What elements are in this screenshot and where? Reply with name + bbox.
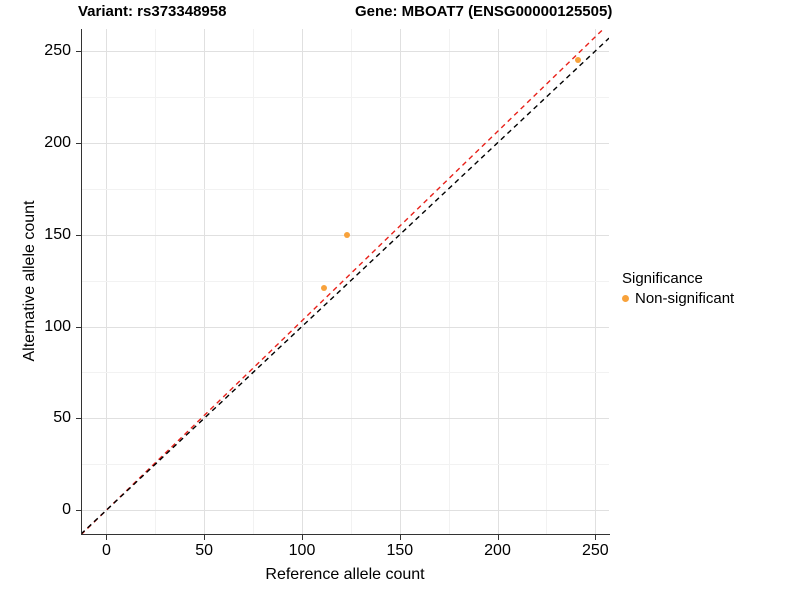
gridline-horizontal bbox=[81, 372, 609, 374]
y-tick-label: 150 bbox=[44, 225, 71, 243]
y-tick-label: 200 bbox=[44, 133, 71, 151]
x-tick-mark bbox=[399, 535, 401, 540]
plot-panel bbox=[81, 29, 609, 534]
x-tick-label: 150 bbox=[386, 542, 414, 559]
x-tick-mark bbox=[497, 535, 499, 540]
gridline-horizontal bbox=[81, 280, 609, 282]
identity-line bbox=[81, 37, 609, 534]
y-tick-mark bbox=[76, 142, 81, 144]
variant-title: Variant: rs373348958 bbox=[78, 3, 227, 20]
gridline-horizontal bbox=[81, 188, 609, 190]
x-tick-label: 100 bbox=[288, 542, 316, 559]
gridline-horizontal bbox=[81, 51, 609, 52]
y-axis-line bbox=[81, 29, 82, 535]
data-point[interactable] bbox=[344, 231, 350, 238]
y-tick-mark bbox=[76, 326, 81, 328]
y-tick-mark bbox=[76, 418, 81, 420]
y-tick-label: 100 bbox=[44, 317, 71, 335]
gene-title: Gene: MBOAT7 (ENSG00000125505) bbox=[355, 3, 613, 20]
data-point[interactable] bbox=[320, 284, 327, 291]
legend-item[interactable]: Non-significant bbox=[622, 290, 797, 307]
legend: Significance Non-significant bbox=[622, 270, 797, 307]
data-point[interactable] bbox=[574, 57, 581, 64]
x-tick-label: 250 bbox=[581, 542, 609, 559]
x-tick-mark bbox=[302, 535, 303, 540]
gridline-horizontal bbox=[81, 326, 609, 328]
legend-entries: Non-significant bbox=[622, 290, 797, 307]
legend-item-label: Non-significant bbox=[635, 290, 735, 307]
gridline-horizontal bbox=[81, 510, 609, 512]
y-tick-mark bbox=[76, 234, 81, 236]
gridline-horizontal bbox=[81, 142, 609, 144]
y-tick-label: 0 bbox=[62, 501, 71, 519]
y-tick-mark bbox=[76, 510, 81, 512]
legend-title: Significance bbox=[622, 270, 703, 287]
x-tick-mark bbox=[204, 535, 206, 540]
legend-marker-icon bbox=[622, 295, 629, 302]
gridline-horizontal bbox=[81, 96, 609, 98]
x-tick-label: 0 bbox=[101, 542, 111, 559]
x-tick-label: 50 bbox=[195, 542, 214, 559]
fit-line bbox=[81, 29, 605, 534]
y-tick-label: 50 bbox=[53, 409, 71, 427]
gridline-horizontal bbox=[81, 464, 609, 466]
x-axis-line bbox=[81, 534, 610, 535]
x-axis-label: Reference allele count bbox=[265, 566, 425, 583]
x-tick-mark bbox=[106, 535, 108, 540]
x-tick-mark bbox=[595, 535, 597, 540]
y-tick-mark bbox=[76, 51, 81, 52]
gridline-horizontal bbox=[81, 418, 609, 420]
y-axis-label: Alternative allele count bbox=[21, 200, 38, 362]
y-tick-label: 250 bbox=[44, 42, 71, 59]
reference-lines bbox=[81, 29, 609, 534]
x-tick-label: 200 bbox=[484, 542, 511, 559]
